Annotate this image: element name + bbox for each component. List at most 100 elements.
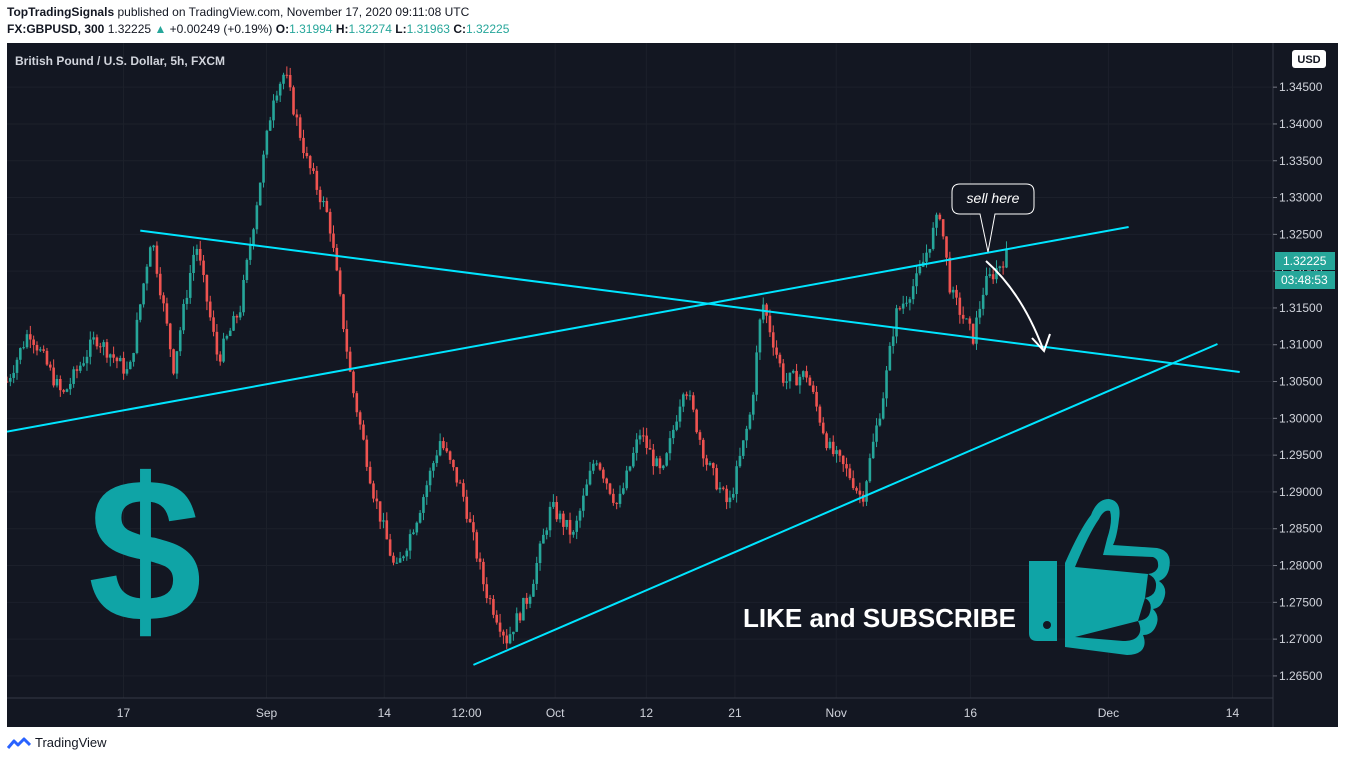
candle-body <box>278 83 282 96</box>
candle-body <box>352 371 355 394</box>
candle-body <box>515 613 519 632</box>
candle-body <box>102 342 105 347</box>
candle-body <box>718 487 722 490</box>
candle-body <box>115 357 119 362</box>
candle-body <box>255 205 259 230</box>
candle-body <box>898 308 902 310</box>
candle-body <box>905 302 908 304</box>
candle-body <box>801 371 805 377</box>
candle-body <box>928 248 932 253</box>
candle-body <box>182 303 185 331</box>
candle-body <box>345 329 349 352</box>
x-tick-label: Dec <box>1098 706 1119 720</box>
author-name[interactable]: TopTradingSignals <box>7 5 115 19</box>
candle-body <box>558 513 562 520</box>
candle-body <box>941 219 945 237</box>
candle-body <box>438 441 442 456</box>
candle-body <box>818 406 822 423</box>
candle-body <box>911 286 915 300</box>
candle-body <box>348 351 352 372</box>
candle-body <box>1001 266 1005 268</box>
price-chart[interactable]: 1.26500 1.27000 1.27500 1.28000 1.28500 1.290… <box>5 43 1338 727</box>
candle-body <box>758 319 762 353</box>
candle-body <box>5 381 9 383</box>
sell-here-callout[interactable]: sell here <box>951 183 1035 253</box>
candle-body <box>658 458 662 469</box>
high-value: 1.32274 <box>348 22 392 36</box>
candle-body <box>375 498 379 502</box>
candle-body <box>755 352 758 395</box>
candle-body <box>891 336 895 346</box>
candle-body <box>72 369 75 384</box>
candle-body <box>845 464 848 469</box>
candle-body <box>372 483 375 499</box>
x-tick-label: Oct <box>546 706 565 720</box>
chart-panel[interactable]: 1.26500 1.27000 1.27500 1.28000 1.28500 1.290… <box>5 43 1338 727</box>
currency-badge[interactable]: USD <box>1292 50 1326 68</box>
candle-body <box>365 439 369 467</box>
candle-body <box>951 289 955 293</box>
chart-title: British Pound / U.S. Dollar, 5h, FXCM <box>15 54 225 68</box>
candle-body <box>692 395 695 410</box>
candle-body <box>781 363 785 383</box>
y-tick-label: 1.30000 <box>1279 411 1323 425</box>
candle-body <box>9 377 12 382</box>
footer-brand[interactable]: TradingView <box>35 735 107 750</box>
trendline-descending[interactable] <box>140 229 1240 373</box>
candle-body <box>821 422 825 434</box>
candle-body <box>825 433 828 449</box>
candle-body <box>841 455 845 465</box>
candle-body <box>525 597 529 604</box>
candle-body <box>1005 248 1008 268</box>
x-tick-label: 12:00 <box>452 706 482 720</box>
candle-body <box>402 556 405 559</box>
y-tick-label: 1.28000 <box>1279 559 1323 573</box>
candle-body <box>465 496 469 519</box>
candle-body <box>418 512 422 523</box>
candle-body <box>918 266 922 274</box>
candle-body <box>908 299 912 303</box>
candle-body <box>765 304 768 316</box>
candle-body <box>65 389 69 392</box>
candle-body <box>875 425 878 442</box>
trendline-ascending-upper[interactable] <box>6 226 1129 433</box>
candle-body <box>215 331 219 355</box>
y-tick-label: 1.30500 <box>1279 375 1323 389</box>
candle-body <box>751 394 755 415</box>
candle-body <box>665 453 668 466</box>
x-tick-label: 21 <box>728 706 742 720</box>
tradingview-logo-icon[interactable] <box>7 736 31 750</box>
candle-body <box>468 518 472 523</box>
candle-body <box>19 348 22 360</box>
candle-body <box>885 370 888 399</box>
candle-body <box>338 270 342 295</box>
candle-body <box>945 236 948 258</box>
candle-body <box>442 441 445 449</box>
candle-body <box>122 357 125 374</box>
candle-body <box>358 412 362 425</box>
candle-body <box>925 252 928 262</box>
candle-body <box>42 349 45 351</box>
candle-body <box>798 376 802 386</box>
candle-body <box>528 596 532 604</box>
candle-body <box>572 531 575 535</box>
candle-body <box>125 369 129 374</box>
trendline-ascending-lower[interactable] <box>473 343 1218 666</box>
candle-body <box>708 463 712 465</box>
candle-body <box>398 558 402 563</box>
candle-body <box>858 490 862 495</box>
candle-body <box>705 458 708 465</box>
candle-body <box>382 520 385 522</box>
candle-body <box>145 266 149 284</box>
candle-body <box>98 346 102 348</box>
candle-body <box>325 200 329 212</box>
candle-body <box>578 510 582 521</box>
candle-body <box>548 506 552 531</box>
change-arrow-icon: ▲ <box>154 22 167 36</box>
candle-body <box>235 315 239 318</box>
candle-body <box>538 543 542 564</box>
cta-text: LIKE and SUBSCRIBE <box>743 603 1016 633</box>
close-value: 1.32225 <box>465 22 510 36</box>
candle-body <box>128 361 132 370</box>
candle-body <box>225 335 229 339</box>
